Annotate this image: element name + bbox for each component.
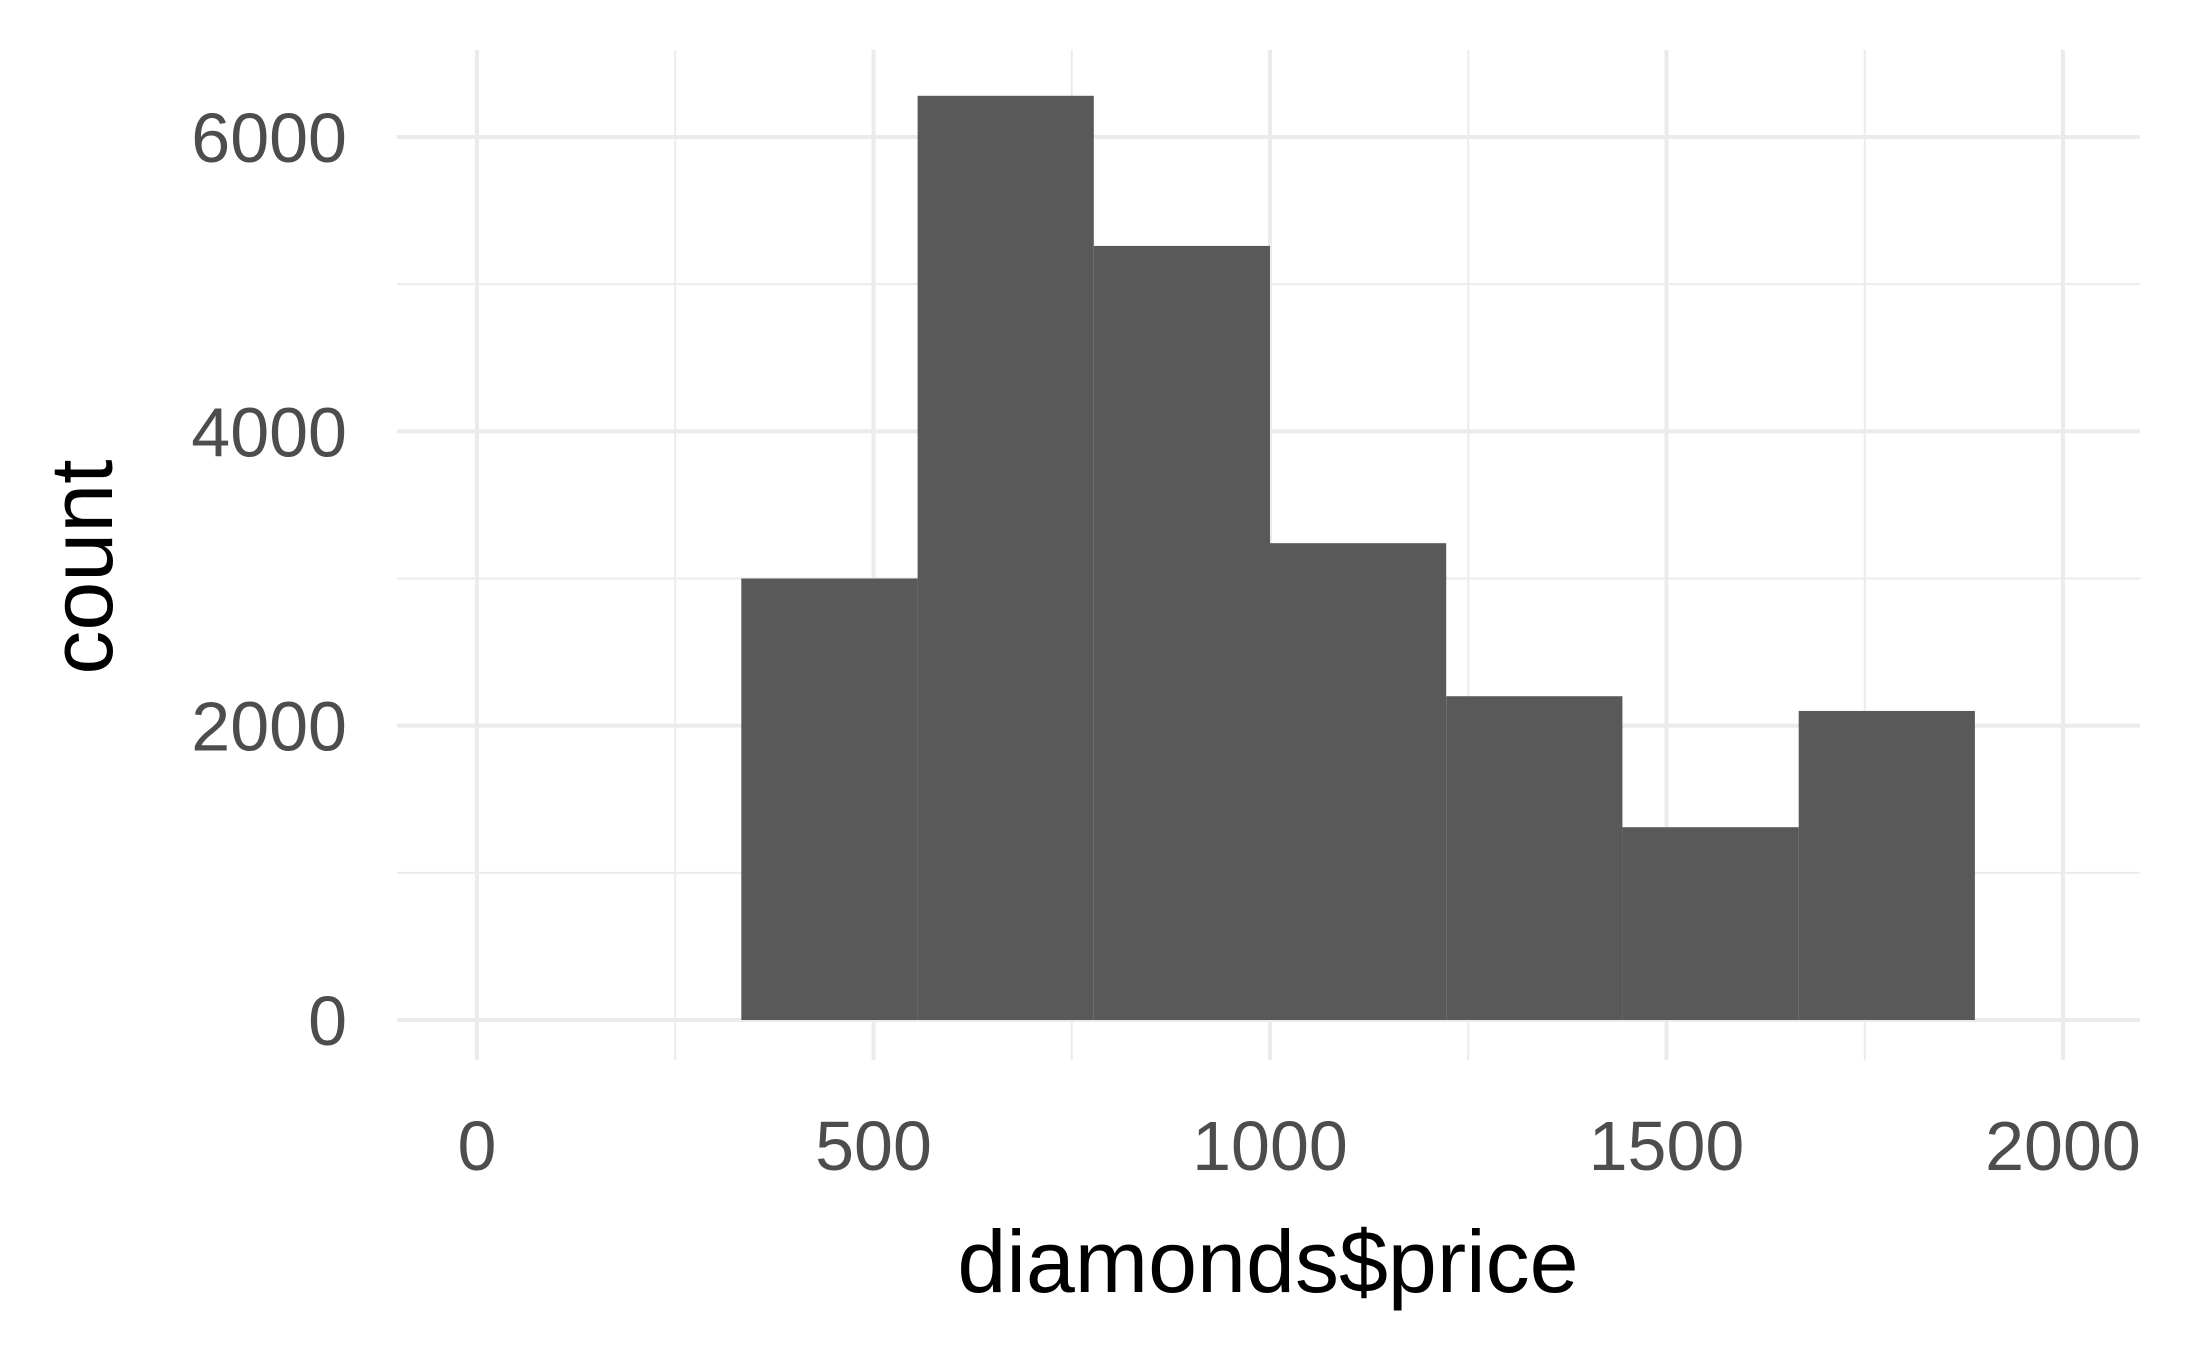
histogram-bar [917,95,1094,1020]
histogram-bar [1622,827,1799,1020]
x-tick-label: 0 [458,1107,497,1185]
histogram-bar [1798,710,1975,1020]
histogram-bar [1270,543,1447,1020]
x-tick-label: 500 [815,1107,932,1185]
x-axis-tick-labels: 0 500 1000 1500 2000 [458,1107,2141,1185]
histogram-bar [1093,245,1270,1021]
y-axis-tick-labels: 0 2000 4000 6000 [191,99,347,1060]
x-tick-label: 1000 [1192,1107,1348,1185]
x-axis-title: diamonds$price [957,1212,1578,1311]
x-tick-label: 1500 [1589,1107,1745,1185]
y-tick-label: 4000 [191,393,347,471]
y-axis-title: count [32,459,131,674]
histogram-bars [741,95,1975,1021]
histogram-bar [1446,696,1623,1020]
y-tick-label: 2000 [191,688,347,766]
y-tick-label: 0 [308,982,347,1060]
y-tick-label: 6000 [191,99,347,177]
histogram-bar [741,578,918,1020]
x-tick-label: 2000 [1985,1107,2141,1185]
